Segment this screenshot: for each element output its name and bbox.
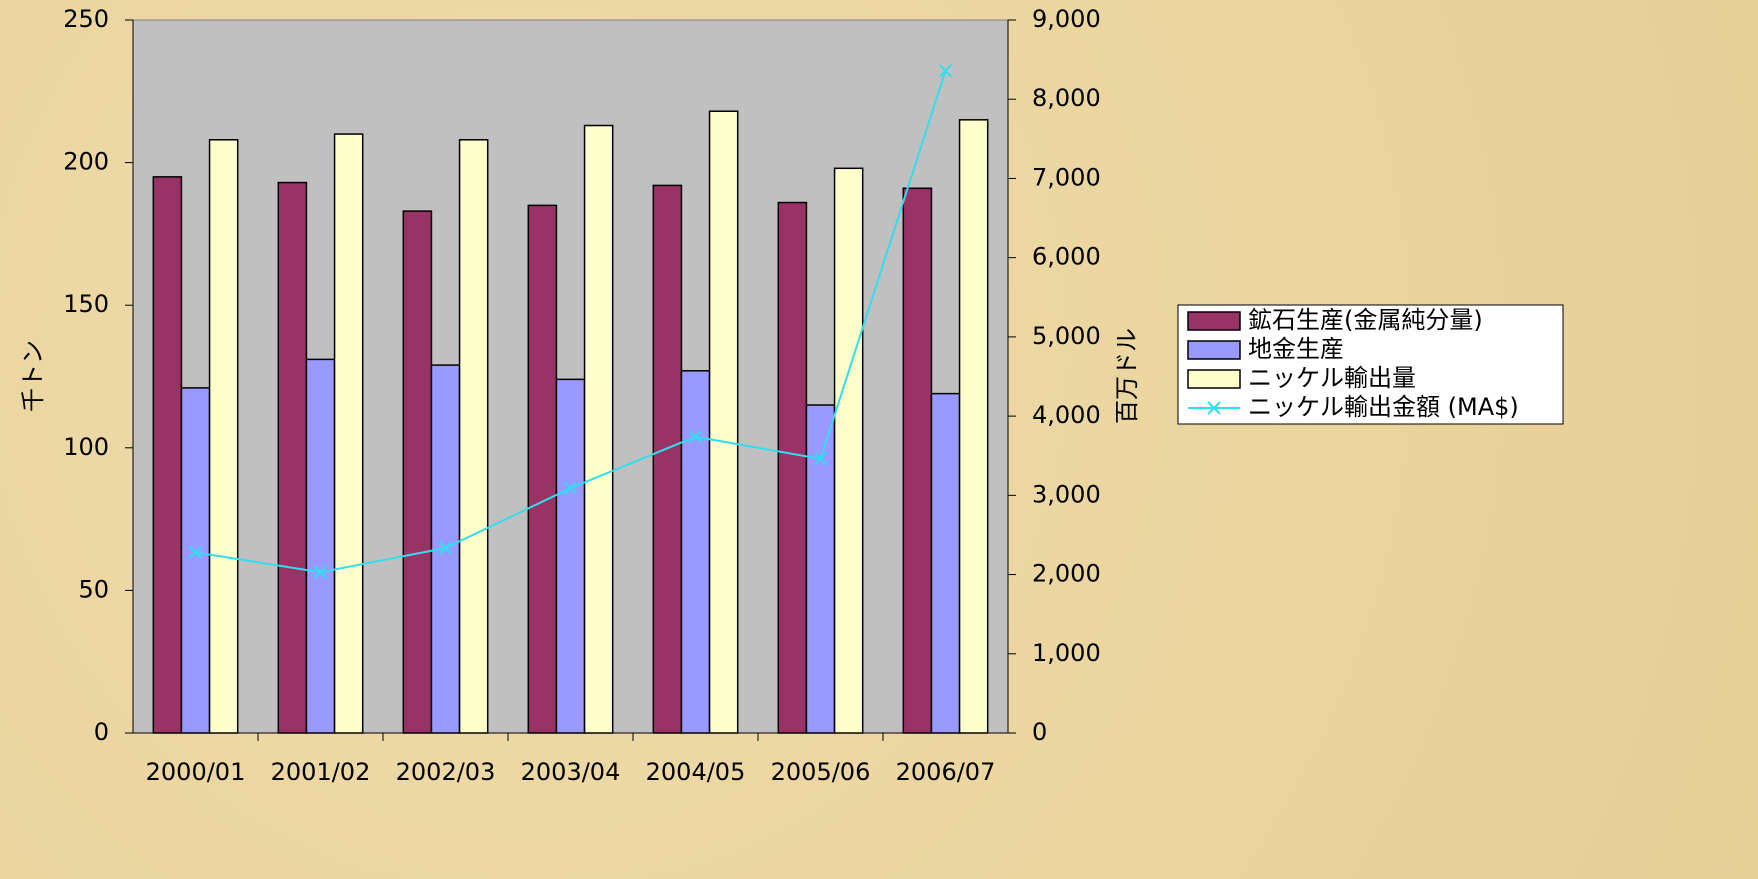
y2-tick-label: 5,000 (1032, 322, 1101, 350)
marker (313, 565, 328, 579)
marker (813, 452, 828, 466)
legend-swatch (1187, 369, 1241, 389)
x-tick-label: 2002/03 (396, 758, 496, 786)
y2-tick-label: 8,000 (1032, 84, 1101, 112)
legend-swatch (1187, 340, 1241, 360)
y-tick-label: 250 (63, 5, 109, 33)
bar (208, 139, 239, 734)
bar (527, 204, 558, 734)
bar (333, 133, 364, 734)
bar (652, 184, 683, 734)
y-axis-label: 千トン (19, 340, 47, 412)
marker (563, 481, 578, 495)
x-tick-label: 2003/04 (521, 758, 621, 786)
legend (1177, 304, 1564, 425)
marker (938, 63, 953, 78)
y2-tick-label: 3,000 (1032, 480, 1101, 508)
x-tick-label: 2004/05 (646, 758, 746, 786)
legend-marker (1207, 401, 1221, 415)
bar (833, 167, 864, 734)
y2-tick-label: 9,000 (1032, 5, 1101, 33)
y2-tick-label: 2,000 (1032, 560, 1101, 588)
y-tick-label: 50 (78, 575, 109, 603)
x-tick-label: 2000/01 (146, 758, 246, 786)
bar (152, 176, 183, 734)
bar (777, 201, 808, 734)
y-tick-label: 150 (63, 290, 109, 318)
bar (458, 139, 489, 734)
bar (805, 404, 836, 734)
y2-tick-label: 6,000 (1032, 243, 1101, 271)
y-tick-label: 0 (94, 718, 109, 746)
marker (688, 430, 703, 444)
bar (902, 187, 933, 734)
legend-label: ニッケル輸出金額 (MA$) (1248, 393, 1519, 421)
bar (402, 210, 433, 734)
bar (930, 392, 961, 734)
legend-label: 地金生産 (1248, 335, 1344, 363)
bar (680, 370, 711, 734)
y-tick-label: 100 (63, 433, 109, 461)
bar (958, 119, 989, 734)
y2-tick-label: 1,000 (1032, 639, 1101, 667)
y2-tick-label: 4,000 (1032, 401, 1101, 429)
y2-tick-label: 0 (1032, 718, 1047, 746)
legend-label: 鉱石生産(金属純分量) (1248, 306, 1483, 334)
marker (188, 545, 203, 560)
bar (305, 358, 336, 734)
bar (555, 378, 586, 734)
bar (708, 110, 739, 734)
marker (438, 541, 453, 555)
y-tick-label: 200 (63, 148, 109, 176)
legend-swatch (1187, 311, 1241, 331)
legend-label: ニッケル輸出量 (1248, 364, 1416, 392)
x-tick-label: 2001/02 (271, 758, 371, 786)
bar (583, 124, 614, 734)
bar (180, 387, 211, 734)
x-tick-label: 2005/06 (771, 758, 871, 786)
x-tick-label: 2006/07 (896, 758, 996, 786)
y2-axis-label: 百万ドル (1113, 328, 1141, 424)
bar (277, 181, 308, 734)
y2-tick-label: 7,000 (1032, 163, 1101, 191)
